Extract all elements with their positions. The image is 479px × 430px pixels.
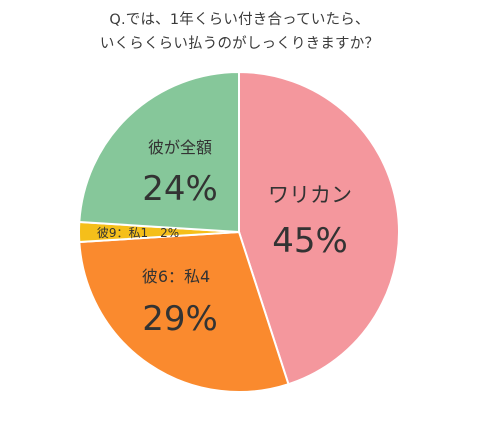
slice-label-1: ワリカン: [268, 183, 352, 207]
chart-title-line-1: Q.では、1年くらい付き合っていたら、: [109, 12, 370, 28]
slice-percent-1: 45%: [272, 221, 348, 261]
slice-percent-4: 24%: [142, 169, 218, 209]
pie-slice-2: [78, 230, 290, 393]
pie-slice-4: [78, 70, 240, 234]
chart-title-line-2: いくらくらい払うのがしっくりきますか？: [99, 36, 380, 52]
slice-label-3: 彼9：私1 2%: [97, 226, 179, 240]
slice-percent-2: 29%: [142, 299, 218, 339]
slice-label-4: 彼が全額: [148, 138, 212, 157]
slice-label-2: 彼6：私4: [142, 267, 210, 286]
pie-slice-1: [238, 70, 400, 386]
